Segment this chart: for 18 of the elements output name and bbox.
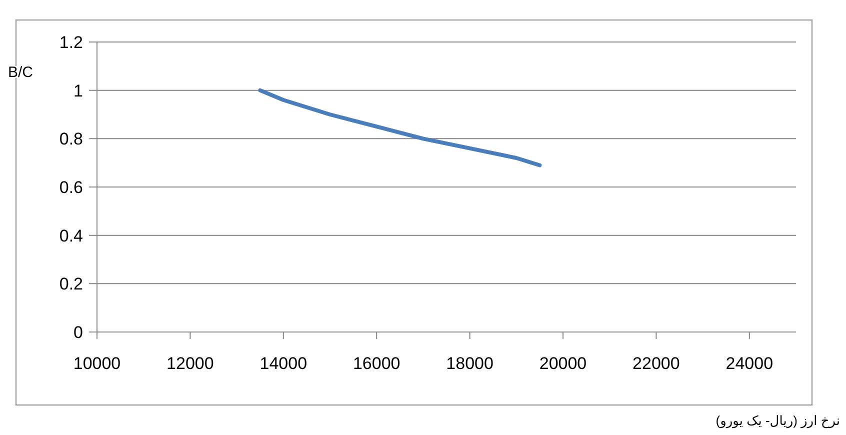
x-axis-title: نرخ ارز (ریال- یک یورو) (716, 413, 840, 429)
x-tick-label: 14000 (260, 354, 308, 373)
line-series (258, 88, 542, 168)
y-tick-label: 0.4 (59, 226, 83, 246)
x-tick-label: 20000 (539, 354, 587, 373)
x-tick-label: 10000 (73, 354, 121, 373)
y-tick-label: 0 (74, 323, 83, 342)
y-tick-label: 0.2 (59, 274, 83, 294)
y-tick-label: 0.6 (59, 178, 83, 197)
x-tick-label: 18000 (446, 354, 494, 373)
x-tick-label: 12000 (166, 354, 214, 373)
y-tick-label: 1 (74, 81, 83, 100)
x-tick-label: 16000 (352, 354, 400, 373)
x-tick-label: 22000 (632, 354, 680, 373)
x-tick-label: 24000 (726, 354, 774, 373)
y-axis-title: B/C (8, 64, 34, 81)
y-tick-label: 1.2 (59, 33, 83, 52)
y-tick-label: 0.8 (59, 130, 83, 149)
